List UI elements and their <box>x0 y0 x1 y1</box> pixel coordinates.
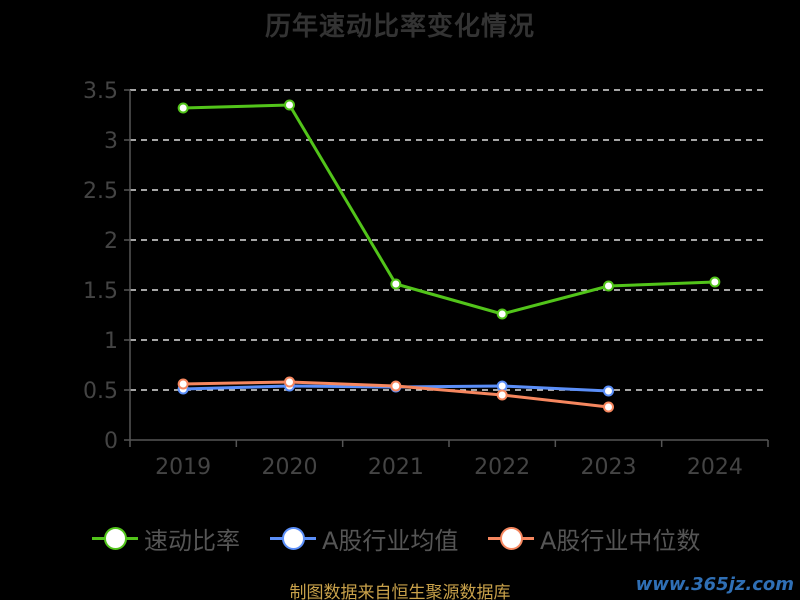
y-tick-label: 3.5 <box>83 79 118 104</box>
legend-item-series-2[interactable]: A股行业均值 <box>270 518 458 558</box>
y-tick-label: 2 <box>104 229 118 254</box>
source-note: 制图数据来自恒生聚源数据库 <box>289 583 511 600</box>
legend-symbol-series-3 <box>488 523 534 553</box>
watermark-logo: www.365jz.com <box>635 574 794 595</box>
data-point-series-3 <box>603 401 614 413</box>
x-tick-label: 2020 <box>262 455 318 480</box>
data-point-series-3 <box>496 389 508 401</box>
data-point-series-1 <box>177 102 189 114</box>
chart-legend: 速动比率 A股行业均值 A股行业中位数 <box>0 518 800 558</box>
legend-symbol-series-2 <box>270 523 316 553</box>
legend-item-series-3[interactable]: A股行业中位数 <box>488 518 700 558</box>
series-line-1 <box>181 103 717 316</box>
data-point-series-1 <box>284 99 295 111</box>
data-point-series-3 <box>390 380 402 392</box>
x-tick-label: 2023 <box>581 455 637 480</box>
x-tick-label: 2022 <box>474 455 530 480</box>
data-point-series-1 <box>709 276 721 288</box>
x-tick-label: 2021 <box>368 455 424 480</box>
legend-label-series-2: A股行业均值 <box>322 526 459 555</box>
y-tick-label: 1.5 <box>83 279 118 304</box>
data-point-series-1 <box>496 308 508 320</box>
data-point-series-3 <box>284 376 295 388</box>
data-point-series-1 <box>603 280 614 292</box>
y-tick-label: 0.5 <box>83 379 118 404</box>
legend-item-series-1[interactable]: 速动比率 <box>92 518 240 558</box>
y-tick-label: 0 <box>104 429 118 454</box>
data-point-series-2 <box>603 385 614 397</box>
data-point-series-3 <box>177 378 189 390</box>
data-point-series-2 <box>496 380 508 392</box>
chart-title: 历年速动比率变化情况 <box>264 12 535 42</box>
y-tick-label: 3 <box>104 129 118 154</box>
legend-label-series-3: A股行业中位数 <box>540 526 701 555</box>
legend-symbol-series-1 <box>92 523 138 553</box>
data-point-series-1 <box>390 278 402 290</box>
legend-label-series-1: 速动比率 <box>144 526 240 555</box>
x-tick-label: 2024 <box>687 455 743 480</box>
y-tick-label: 2.5 <box>83 179 118 204</box>
x-tick-label: 2019 <box>155 455 211 480</box>
y-tick-label: 1 <box>104 329 118 354</box>
